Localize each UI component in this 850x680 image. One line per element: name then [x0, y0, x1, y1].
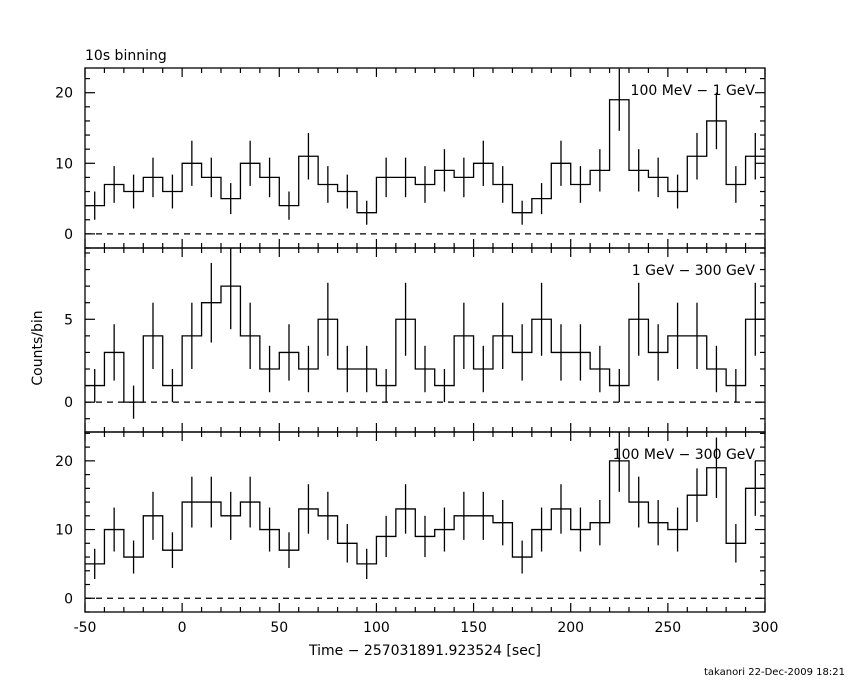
light-curve	[85, 285, 765, 403]
y-tick-label: 0	[64, 591, 73, 607]
x-axis-label: Time − 257031891.923524 [sec]	[308, 643, 541, 659]
plot-title: 10s binning	[85, 48, 167, 64]
panels: 0 10 20 100 MeV − 1 GeV 0 5 1 GeV − 300 GeV 0 10…	[55, 67, 779, 636]
panel-frame	[84, 431, 766, 613]
light-curve	[85, 460, 765, 565]
x-tick-label: 100	[363, 620, 390, 636]
x-tick-label: 200	[557, 620, 584, 636]
x-tick-label: -50	[74, 620, 97, 636]
y-tick-label: 0	[64, 227, 73, 243]
x-tick-label: 0	[178, 620, 187, 636]
energy-band-label: 1 GeV − 300 GeV	[632, 263, 756, 279]
y-tick-label: 20	[55, 86, 73, 102]
footer-credit: takanori 22-Dec-2009 18:21	[704, 667, 845, 678]
energy-band-label: 100 MeV − 1 GeV	[631, 83, 756, 99]
x-tick-label: 50	[270, 620, 288, 636]
x-tick-label: 300	[752, 620, 779, 636]
y-tick-label: 10	[55, 156, 73, 172]
y-tick-label: 5	[64, 312, 73, 328]
energy-band-label: 100 MeV − 300 GeV	[613, 447, 756, 463]
y-tick-label: 10	[55, 523, 73, 539]
y-tick-label: 20	[55, 454, 73, 470]
x-tick-label: 150	[460, 620, 487, 636]
light-curve	[85, 99, 765, 214]
x-tick-label: 250	[654, 620, 681, 636]
panel-1: 0 10 20 100 MeV − 1 GeV	[55, 67, 766, 249]
y-tick-label: 0	[64, 395, 73, 411]
y-axis-label: Counts/bin	[30, 310, 46, 385]
panel-2: 0 5 1 GeV − 300 GeV	[64, 247, 766, 433]
